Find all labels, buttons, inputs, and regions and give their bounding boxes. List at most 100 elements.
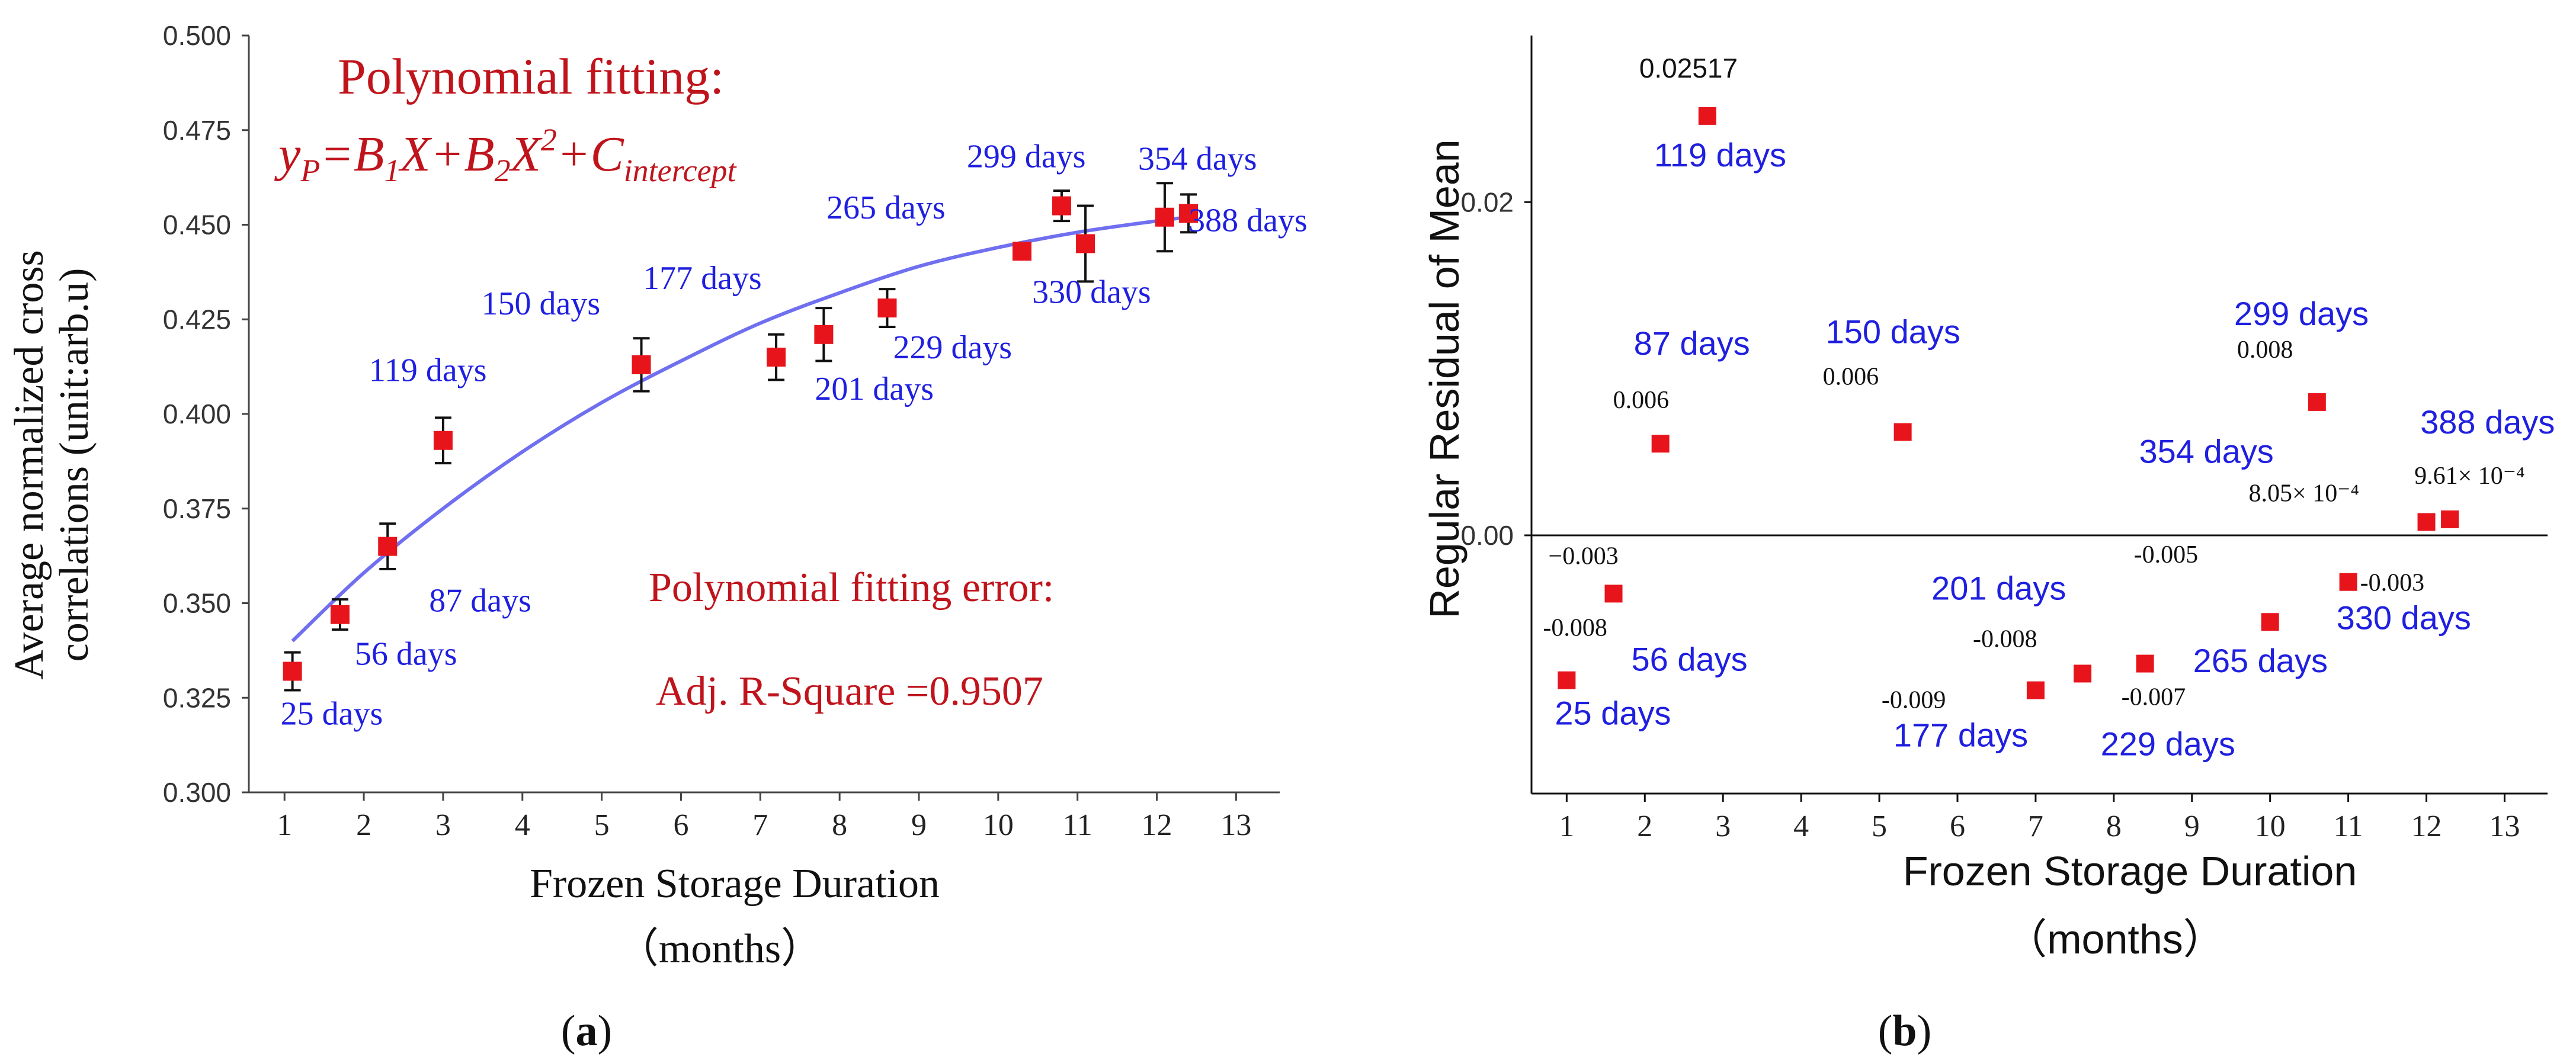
- y-tick-label-0-375: 0.375: [163, 493, 231, 524]
- panel-b-axes: [1530, 36, 2548, 795]
- point-177-days: [767, 348, 786, 367]
- eq-part3: X: [509, 127, 543, 182]
- day-label-87-days: 87 days: [429, 583, 531, 619]
- point-56-days: [330, 605, 350, 624]
- value-label-354-days: 8.05× 10⁻⁴: [2249, 480, 2360, 507]
- fit-curve: [291, 215, 1189, 643]
- fit-title: Polynomial fitting:: [338, 48, 724, 105]
- day-label-119-days: 119 days: [1654, 136, 1786, 174]
- day-label-150-days: 150 days: [482, 285, 601, 322]
- eq-y: y: [274, 127, 301, 182]
- y-tick-label-0-300: 0.300: [163, 777, 231, 808]
- day-label-330-days: 330 days: [1032, 274, 1151, 310]
- panel-a: 0.300 0.325 0.350 0.375 0.400 0.425 0.450 0.475…: [7, 20, 1308, 1055]
- value-label-330-days: -0.003: [2360, 570, 2425, 597]
- x-tick-label-5: 5: [1872, 810, 1887, 843]
- x-tick-label-9: 9: [911, 808, 927, 842]
- value-label-150-days: 0.006: [1823, 364, 1879, 391]
- value-label-25-days: -0.008: [1543, 615, 1607, 642]
- x-tick-label-6: 6: [673, 808, 688, 842]
- eq-b1sub: 1: [384, 153, 400, 188]
- panel-a-x-ticks: 1 2 3 4 5 6 7 8 9 10 11 12 13: [277, 792, 1251, 842]
- day-label-150-days: 150 days: [1826, 313, 1960, 351]
- panel-b-x-ticks: 1 2 3 4 5 6 7 8 9 10 11 12 13: [1559, 794, 2520, 843]
- x-tick-label-12: 12: [2411, 810, 2442, 843]
- point-56-days: [1604, 585, 1623, 603]
- day-label-330-days: 330 days: [2337, 599, 2471, 637]
- point-229-days: [877, 298, 897, 318]
- panel-a-x-label: Frozen Storage Duration: [530, 861, 940, 907]
- point-25-days: [1558, 671, 1576, 689]
- panel-b-x-label: Frozen Storage Duration: [1903, 848, 2357, 894]
- panel-a-y-label-line1: Average normalized cross: [7, 250, 52, 680]
- x-tick-label-8: 8: [832, 808, 847, 842]
- panel-a-day-labels: 25 days 56 days 87 days 119 days 150 days 177…: [281, 139, 1308, 733]
- value-label-265-days: -0.005: [2134, 541, 2199, 569]
- y-tick-label-0-02: 0.02: [1460, 187, 1514, 217]
- y-tick-label-0-425: 0.425: [163, 304, 231, 335]
- day-label-201-days: 201 days: [815, 371, 934, 407]
- x-tick-label-1: 1: [1559, 810, 1574, 843]
- day-label-265-days: 265 days: [2193, 642, 2328, 679]
- day-label-201-days: 201 days: [1931, 569, 2066, 606]
- eq-part2: X+B: [398, 127, 494, 182]
- day-label-299-days: 299 days: [967, 139, 1086, 175]
- point-265-days: [2261, 613, 2279, 631]
- y-tick-label-0-475: 0.475: [163, 115, 231, 146]
- point-229-days: [2136, 654, 2154, 673]
- point-177-days: [2026, 681, 2045, 699]
- eq-sup: 2: [541, 122, 557, 158]
- day-label-87-days: 87 days: [1634, 325, 1750, 362]
- panel-a-error-bars: [284, 182, 1197, 692]
- fit-equation: yP=B1X+B2X2+Cintercept: [274, 122, 738, 188]
- eq-b2sub: 2: [495, 153, 511, 188]
- day-label-229-days: 229 days: [893, 329, 1012, 366]
- day-label-388-days: 388 days: [2420, 403, 2555, 441]
- y-tick-label-0-350: 0.350: [163, 588, 231, 619]
- eq-part1: =B: [320, 127, 384, 182]
- day-label-25-days: 25 days: [281, 696, 383, 733]
- x-tick-label-7: 7: [752, 808, 768, 842]
- day-label-229-days: 229 days: [2101, 725, 2235, 763]
- x-tick-label-2: 2: [1637, 810, 1652, 843]
- panel-a-label: (a): [561, 1007, 612, 1055]
- point-299-days: [2308, 393, 2326, 411]
- panel-a-points: [283, 196, 1199, 681]
- point-87-days: [1651, 435, 1670, 453]
- point-388-days: [1179, 204, 1199, 223]
- point-25-days: [283, 661, 302, 681]
- x-tick-label-5: 5: [594, 808, 610, 842]
- y-tick-label-0-400: 0.400: [163, 399, 231, 429]
- x-tick-label-12: 12: [1142, 808, 1172, 842]
- day-label-119-days: 119 days: [369, 352, 487, 389]
- panel-b-value-labels: -0.008 −0.003 0.006 0.02517 0.006 -0.009 -0.00…: [1543, 53, 2524, 714]
- x-tick-label-2: 2: [356, 808, 371, 842]
- value-label-299-days: 0.008: [2237, 336, 2293, 364]
- day-label-56-days: 56 days: [355, 636, 457, 673]
- eq-csub: intercept: [624, 153, 738, 188]
- day-label-56-days: 56 days: [1632, 640, 1748, 677]
- x-tick-label-13: 13: [2489, 810, 2520, 843]
- day-label-177-days: 177 days: [643, 260, 762, 297]
- x-tick-label-1: 1: [277, 808, 292, 842]
- point-330-days: [2339, 573, 2357, 591]
- point-119-days: [1698, 107, 1716, 125]
- point-119-days: [433, 431, 453, 450]
- value-label-56-days: −0.003: [1549, 542, 1619, 570]
- x-tick-label-3: 3: [1715, 810, 1731, 843]
- point-354-days: [2417, 513, 2436, 531]
- point-201-days: [2074, 664, 2092, 683]
- x-tick-label-11: 11: [2334, 810, 2363, 843]
- r-square: Adj. R-Square =0.9507: [656, 669, 1043, 714]
- point-299-days: [1052, 196, 1071, 216]
- day-label-177-days: 177 days: [1893, 717, 2028, 754]
- x-tick-label-11: 11: [1063, 808, 1092, 842]
- value-label-201-days: -0.008: [1973, 625, 2037, 653]
- point-87-days: [378, 537, 398, 556]
- panel-a-y-label-line2: correlations (unit:arb.u): [52, 268, 97, 662]
- x-tick-label-6: 6: [1950, 810, 1965, 843]
- x-tick-label-9: 9: [2184, 810, 2200, 843]
- value-label-87-days: 0.006: [1613, 387, 1670, 414]
- x-tick-label-3: 3: [435, 808, 451, 842]
